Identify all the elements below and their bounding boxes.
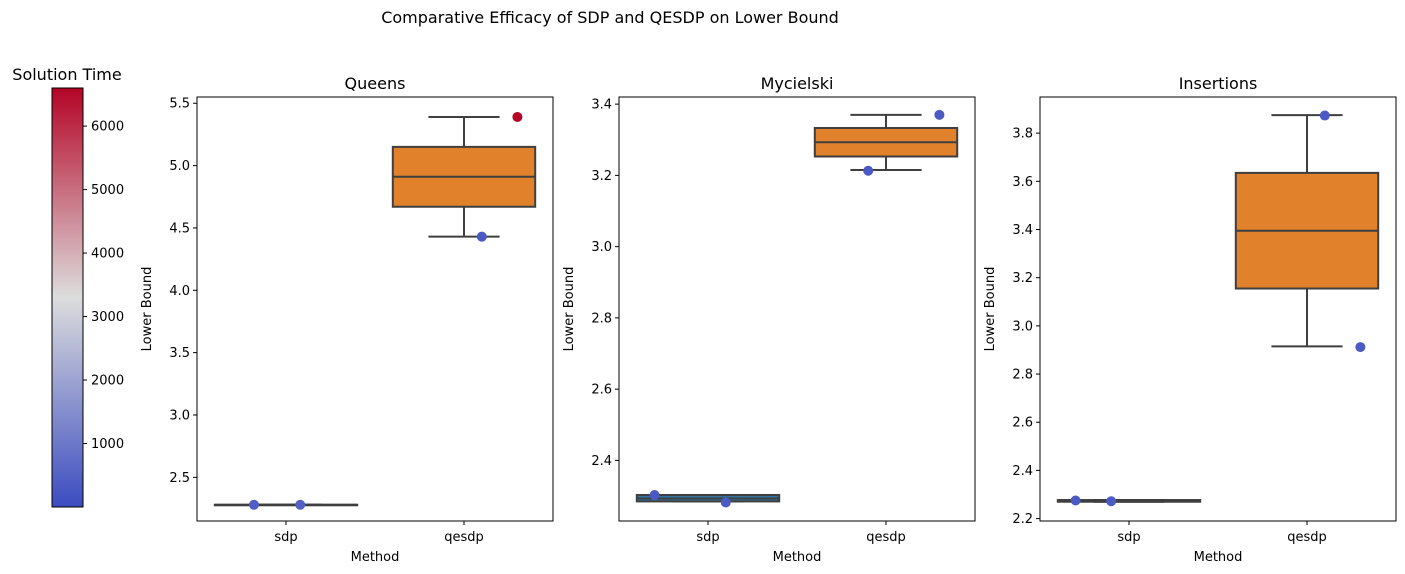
axes-frame (618, 96, 976, 522)
colorbar-tick-label: 2000 (91, 374, 124, 389)
x-tick-label: qesdp (1287, 530, 1327, 545)
data-point (295, 499, 306, 510)
x-axis-label: Method (1194, 550, 1243, 565)
y-tick-label: 2.8 (591, 311, 612, 326)
y-tick-label: 3.0 (1012, 319, 1033, 334)
y-tick-label: 2.2 (1012, 512, 1033, 527)
box-qesdp (813, 113, 959, 172)
subplot-title: Insertions (1179, 74, 1258, 93)
x-tick-label: sdp (696, 530, 719, 545)
axes-frame (196, 96, 554, 522)
data-point (649, 489, 660, 500)
x-tick-label: qesdp (444, 530, 484, 545)
subplot-mycielski: Mycielski 2.4 2.6 2.8 3.0 3.2 3.4 sdp qesdp Metho… (562, 74, 976, 565)
y-tick-label: 3.4 (1012, 223, 1033, 238)
y-tick-label: 3.6 (1012, 175, 1033, 190)
colorbar: Solution Time 1000 2000 3000 4000 5000 6000 (12, 65, 124, 508)
y-tick-label: 2.5 (169, 471, 190, 486)
data-point (1319, 110, 1330, 121)
data-point (476, 231, 487, 242)
y-tick-label: 2.6 (1012, 416, 1033, 431)
colorbar-tick-label: 5000 (91, 183, 124, 198)
subplot-insertions: Insertions 2.2 2.4 2.6 2.8 3.0 3.2 3.4 3.6 3.8 sdp… (983, 74, 1397, 565)
data-point (248, 499, 259, 510)
box-sdp (1056, 499, 1202, 503)
y-tick-label: 3.2 (591, 169, 612, 184)
data-point (1106, 496, 1117, 507)
y-tick-label: 3.2 (1012, 271, 1033, 286)
x-tick-label: sdp (1117, 530, 1140, 545)
y-axis-label: Lower Bound (562, 267, 577, 352)
figure-title: Comparative Efficacy of SDP and QESDP on… (381, 8, 839, 27)
y-tick-label: 5.5 (169, 97, 190, 112)
box-qesdp (391, 115, 537, 238)
x-axis-label: Method (351, 550, 400, 565)
y-tick-label: 3.0 (169, 409, 190, 424)
box-sdp (213, 503, 359, 507)
subplot-title: Mycielski (761, 74, 834, 93)
y-tick-label: 2.4 (591, 454, 612, 469)
y-tick-label: 3.8 (1012, 127, 1033, 142)
colorbar-tick-label: 1000 (91, 437, 124, 452)
colorbar-tick-label: 3000 (91, 310, 124, 325)
y-tick-label: 2.6 (591, 383, 612, 398)
colorbar-title: Solution Time (12, 65, 121, 84)
colorbar-gradient (51, 87, 84, 508)
y-tick-label: 4.0 (169, 284, 190, 299)
x-axis-label: Method (773, 550, 822, 565)
data-point (934, 109, 945, 120)
y-tick-label: 4.5 (169, 221, 190, 236)
y-tick-label: 3.5 (169, 346, 190, 361)
y-axis-label: Lower Bound (140, 267, 155, 352)
data-point (512, 111, 523, 122)
subplot-queens: Queens 2.5 3.0 3.5 4.0 4.5 5.0 5.5 sdp qesdp Metho… (140, 74, 554, 565)
data-point (1070, 495, 1081, 506)
x-tick-label: sdp (274, 530, 297, 545)
y-tick-label: 2.8 (1012, 368, 1033, 383)
colorbar-tick-label: 6000 (91, 120, 124, 135)
data-point (863, 165, 874, 176)
y-tick-label: 3.4 (591, 98, 612, 113)
axes-frame (1039, 96, 1397, 522)
y-tick-label: 3.0 (591, 240, 612, 255)
y-tick-label: 5.0 (169, 159, 190, 174)
box-sdp (635, 493, 781, 503)
subplot-title: Queens (345, 74, 406, 93)
x-tick-label: qesdp (866, 530, 906, 545)
y-axis-label: Lower Bound (983, 267, 998, 352)
y-tick-label: 2.4 (1012, 464, 1033, 479)
data-point (720, 497, 731, 508)
data-point (1355, 342, 1366, 353)
box-qesdp (1234, 114, 1380, 348)
colorbar-tick-label: 4000 (91, 247, 124, 262)
